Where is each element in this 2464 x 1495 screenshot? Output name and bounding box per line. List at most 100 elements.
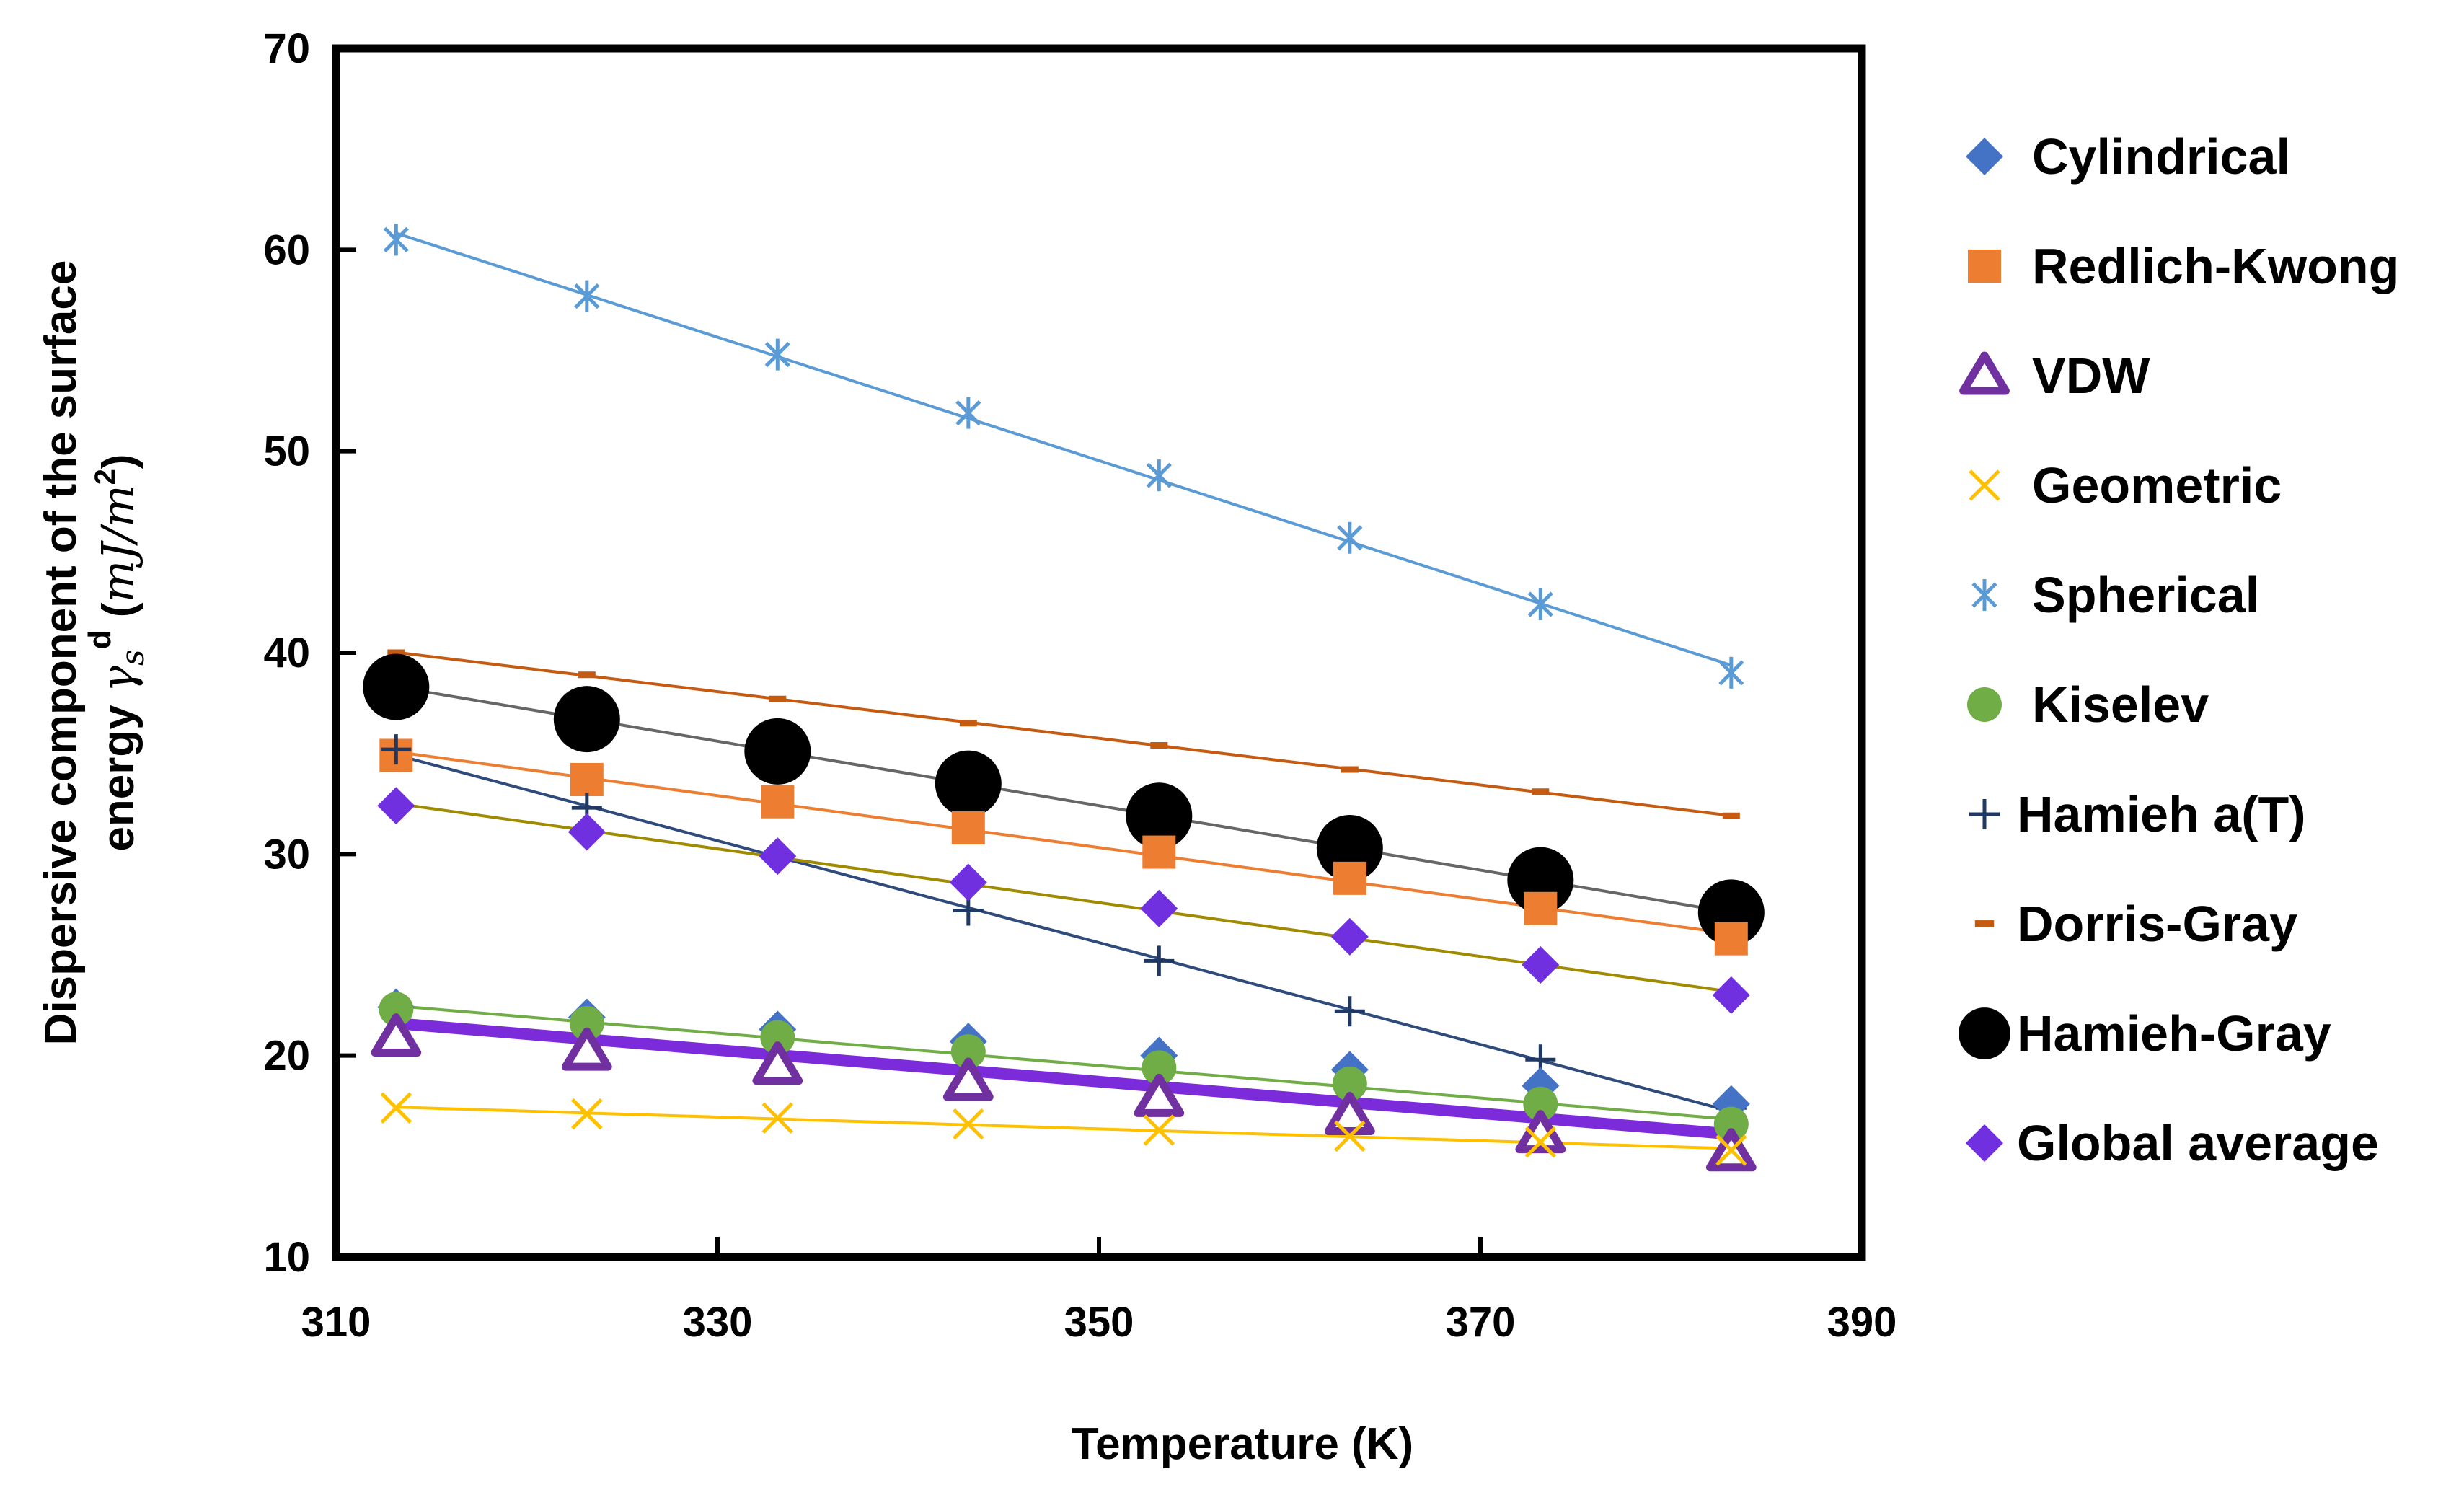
data-point xyxy=(764,338,790,371)
x-tick-label: 330 xyxy=(683,1299,753,1346)
y-tick-label: 30 xyxy=(263,831,310,878)
data-point xyxy=(1134,1073,1185,1117)
legend-item: VDW xyxy=(1959,348,2150,404)
data-point xyxy=(371,1013,422,1057)
trendline-spherical xyxy=(394,231,1733,667)
x-tick-label: 390 xyxy=(1827,1299,1897,1346)
data-point xyxy=(1522,945,1560,984)
data-point xyxy=(568,813,606,851)
data-point xyxy=(1142,835,1176,869)
data-point xyxy=(950,1034,986,1070)
data-point xyxy=(1971,579,1997,611)
series-global-average xyxy=(377,787,1750,1014)
data-point xyxy=(959,720,977,727)
data-point xyxy=(1966,1124,2003,1162)
data-point xyxy=(570,762,604,796)
data-point xyxy=(955,397,981,429)
trendline-global-average xyxy=(394,802,1733,994)
data-point xyxy=(377,787,415,825)
data-point xyxy=(1324,1091,1375,1135)
y-tick-label: 70 xyxy=(263,25,310,72)
trendline-kiselev xyxy=(394,1004,1733,1121)
data-point xyxy=(1142,1050,1177,1085)
trendline-vdw xyxy=(390,1017,1737,1140)
data-point xyxy=(387,649,405,656)
data-point xyxy=(1532,788,1550,795)
legend-label: Spherical xyxy=(2032,567,2259,623)
data-point xyxy=(1527,588,1553,620)
legend-label: Cylindrical xyxy=(2032,128,2290,185)
data-point xyxy=(953,1108,984,1140)
legend-label: Dorris-Gray xyxy=(2017,896,2297,952)
legend-item: Dorris-Gray xyxy=(1974,896,2297,952)
data-point xyxy=(1144,945,1175,976)
series-dorris-gray xyxy=(387,649,1740,819)
series-kiselev xyxy=(379,992,1749,1142)
data-point xyxy=(1146,459,1172,492)
data-point xyxy=(569,1005,604,1041)
data-point xyxy=(942,1057,994,1101)
legend-item: Spherical xyxy=(1971,567,2259,623)
data-point xyxy=(761,785,795,819)
data-point xyxy=(760,1020,795,1055)
data-point xyxy=(1718,656,1744,689)
data-point xyxy=(1140,889,1178,927)
legend-label: Redlich-Kwong xyxy=(2032,238,2399,294)
y-tick-label: 60 xyxy=(263,226,310,273)
legend-item: Hamieh-Gray xyxy=(1959,1005,2331,1062)
markers-layer xyxy=(363,224,1765,1172)
data-point xyxy=(1330,917,1369,956)
y-tick-label: 50 xyxy=(263,428,310,475)
y-tick-label: 20 xyxy=(263,1033,310,1080)
trendline-redlich-kwong xyxy=(394,750,1733,935)
data-point xyxy=(1968,250,2001,283)
data-point xyxy=(1337,521,1363,554)
legend-item: Global average xyxy=(1966,1115,2379,1171)
data-point xyxy=(1334,1120,1366,1152)
series-geometric xyxy=(380,1092,1747,1166)
plot-frame xyxy=(332,44,1866,1261)
legend-item: Kiselev xyxy=(1967,676,2209,733)
data-point xyxy=(1333,861,1366,895)
legend-label: Kiselev xyxy=(2032,676,2209,733)
data-point xyxy=(1722,812,1740,819)
data-point xyxy=(380,1092,412,1124)
x-axis-title: Temperature (K) xyxy=(1072,1419,1413,1469)
y-axis-title: Dispersive component of the surface ener… xyxy=(36,260,151,1046)
data-point xyxy=(1524,891,1558,925)
data-point xyxy=(1969,799,2000,829)
data-point xyxy=(381,734,412,765)
data-point xyxy=(1523,1086,1558,1121)
data-point xyxy=(769,695,787,702)
data-point xyxy=(363,653,430,720)
data-point xyxy=(1967,687,2002,722)
data-point xyxy=(1334,996,1365,1027)
legend-label: Geometric xyxy=(2032,457,2282,513)
trendline-hamieh-a-t- xyxy=(394,753,1733,1113)
data-point xyxy=(951,811,985,845)
data-point xyxy=(1715,1134,1747,1166)
data-point xyxy=(935,750,1002,817)
data-point xyxy=(578,671,596,679)
data-point xyxy=(1332,1066,1367,1101)
x-tick-label: 310 xyxy=(301,1299,371,1346)
trendlines-layer xyxy=(390,231,1737,1150)
data-point xyxy=(1713,1106,1749,1142)
y-tick-label: 40 xyxy=(263,630,310,676)
legend-label: Hamieh-Gray xyxy=(2017,1005,2331,1062)
legend-label: VDW xyxy=(2032,348,2150,404)
data-point xyxy=(561,1027,612,1071)
trendline-dorris-gray xyxy=(394,651,1733,818)
data-point xyxy=(383,224,409,256)
data-point xyxy=(1150,741,1168,749)
data-point xyxy=(1341,766,1359,773)
data-point xyxy=(1959,351,2010,395)
x-tick-label: 350 xyxy=(1064,1299,1134,1346)
legend: Cylindrical Redlich-Kwong VDW Geometric Sphe… xyxy=(1959,128,2399,1171)
data-point xyxy=(759,837,797,876)
legend-label: Global average xyxy=(2017,1115,2379,1171)
data-point xyxy=(1143,1114,1175,1146)
trendline-geometric xyxy=(394,1106,1733,1150)
legend-item: Redlich-Kwong xyxy=(1968,238,2399,294)
